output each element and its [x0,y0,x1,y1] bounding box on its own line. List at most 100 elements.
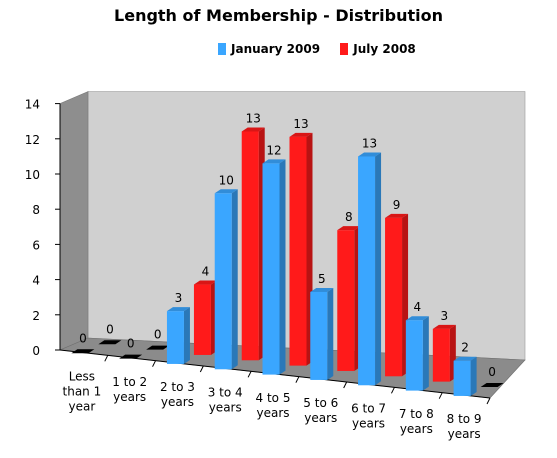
bar-series-2 [193,280,217,355]
bar-series-2 [337,226,361,371]
data-label: 0 [79,331,87,345]
side-wall [59,91,89,351]
x-tick-mark [486,397,491,405]
bar-top [262,159,286,164]
x-tick-mark [343,381,348,389]
bar-side [279,159,286,375]
x-tick-mark [390,387,395,394]
data-label: 13 [362,136,377,150]
bar-top [385,213,409,218]
bar-series-2 [432,324,456,382]
data-label: 3 [441,309,449,323]
legend-swatch-series-2 [340,43,349,55]
x-tick-label: years [209,400,242,414]
x-tick-label: 2 to 3 [160,380,195,394]
bar-side [470,356,477,396]
bar-series-2 [146,345,170,350]
bar-top [241,127,265,132]
y-tick-label: 4 [32,274,40,288]
x-tick-mark [152,360,157,367]
x-tick-label: 6 to 7 [351,401,386,415]
x-tick-mark [247,371,252,378]
data-label: 13 [293,117,308,131]
bar-series-1 [358,152,382,386]
bar-top [432,324,456,329]
y-tick-label: 8 [32,203,40,217]
bar-series-1 [166,307,190,364]
data-label: 10 [219,173,234,187]
bar-front [405,320,423,391]
data-label: 12 [266,143,281,157]
data-label: 3 [175,291,183,305]
bar-top [193,280,217,285]
bar-front [337,230,355,371]
bar-side [422,316,429,391]
x-tick-label: 8 to 9 [447,412,482,426]
x-tick-label: years [304,411,337,425]
bar-series-2 [385,213,409,377]
data-label: 8 [345,210,353,224]
bar-top [405,316,429,321]
x-tick-mark [199,365,204,373]
legend-item-series-1: January 2009 [218,42,320,56]
y-tick-label: 14 [25,98,40,112]
x-tick-mark [295,376,300,383]
y-tick-label: 10 [25,168,40,182]
bar-top [310,287,334,292]
bar-series-2 [480,382,504,387]
x-tick-label: Less [69,369,95,383]
bar-series-1 [71,349,95,354]
bar-series-1 [453,356,477,396]
bar-series-1 [262,159,286,375]
legend: January 2009 July 2008 [218,42,432,56]
data-label: 4 [414,300,422,314]
x-tick-label: 5 to 6 [303,396,338,410]
chart-title: Length of Membership - Distribution [114,6,443,25]
bar-zero-chip [146,345,170,350]
bar-series-1 [310,287,334,380]
data-label: 5 [318,272,326,286]
legend-swatch-series-1 [218,43,226,55]
bar-series-2 [289,132,313,366]
y-tick-label: 12 [25,133,40,147]
data-label: 0 [127,337,135,351]
bar-front [358,156,376,386]
bar-zero-chip [71,349,95,354]
bar-series-1 [405,316,429,391]
bar-front [385,217,403,377]
x-tick-label: 4 to 5 [256,391,291,405]
x-tick-label: years [400,422,433,436]
bar-top [214,189,238,194]
bar-front [166,311,184,364]
bar-top [289,132,313,137]
y-tick-label: 6 [32,238,40,252]
bar-front [432,328,450,382]
x-tick-label: years [448,427,481,441]
bar-series-2 [98,340,122,345]
x-tick-label: 1 to 2 [112,375,147,389]
bar-front [193,284,211,355]
bar-side [375,152,382,386]
bar-top [166,307,190,312]
x-tick-label: years [113,390,146,404]
bar-front [289,136,307,366]
data-label: 0 [106,322,114,336]
bar-series-1 [214,189,238,370]
bar-top [453,356,477,361]
x-tick-label: 7 to 8 [399,407,434,421]
bar-top [358,152,382,157]
x-tick-label: than 1 [63,384,102,398]
bar-front [453,360,471,396]
data-label: 4 [202,265,210,279]
bar-side [231,189,238,370]
bar-front [214,193,232,370]
y-tick-label: 0 [32,344,40,358]
x-tick-label: 3 to 4 [208,385,243,399]
data-label: 13 [246,111,261,125]
x-tick-mark [104,355,109,362]
bar-front [262,163,280,375]
data-label: 0 [154,328,162,342]
bar-top [337,226,361,231]
